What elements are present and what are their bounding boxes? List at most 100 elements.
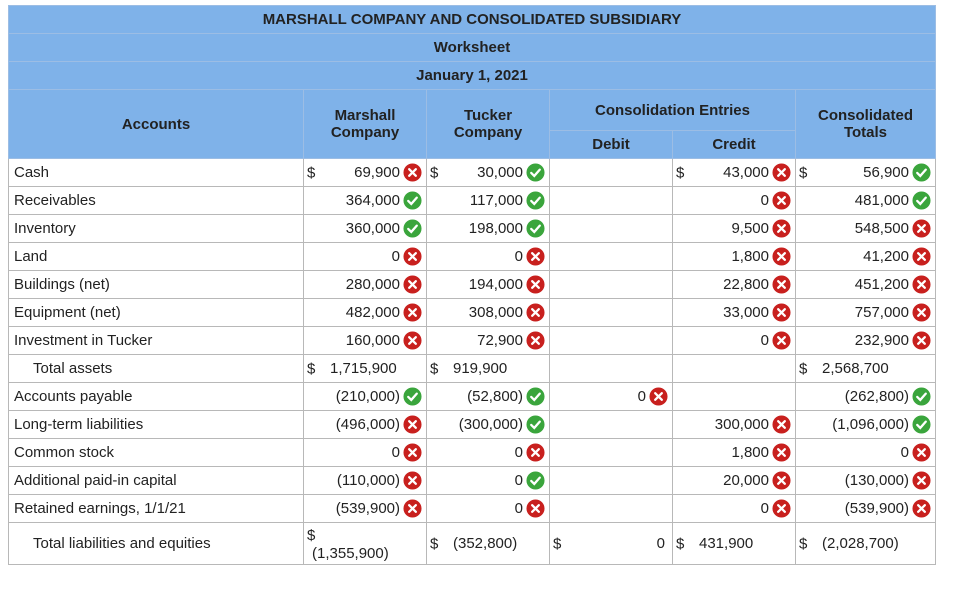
correct-icon	[403, 387, 422, 406]
cell-consolidated: 481,000	[795, 186, 936, 215]
amount: 548,500	[854, 220, 909, 237]
cell-content: 117,000	[427, 187, 549, 214]
currency: $	[430, 360, 439, 377]
amount: 0	[514, 472, 523, 489]
amount: (52,800)	[467, 388, 523, 405]
cell-content: (300,000)	[427, 411, 549, 438]
amount: 0	[391, 444, 400, 461]
cell-content: 0	[673, 187, 795, 214]
currency: $	[307, 360, 316, 377]
icon-glyph	[408, 448, 417, 457]
cell-content: (130,000)	[796, 467, 935, 494]
cell-tucker: 0	[426, 466, 550, 495]
amount: 56,900	[863, 164, 909, 181]
correct-icon	[912, 163, 931, 182]
cell-content: 1,800	[673, 439, 795, 466]
cell-content: 0	[304, 243, 426, 270]
incorrect-icon	[772, 163, 791, 182]
cell-content: 72,900	[427, 327, 549, 354]
cell-content: $43,000	[673, 159, 795, 186]
incorrect-icon	[912, 471, 931, 490]
icon-glyph	[531, 280, 540, 289]
row: Long-term liabilities (496,000) (300,000) 3…	[8, 410, 936, 439]
row: Investment in Tucker 160,000 72,900 0 232,90…	[8, 326, 936, 355]
icon-glyph	[408, 252, 417, 261]
row: Total assets $1,715,900 $919,900 $2,568,700	[8, 354, 936, 383]
col-marshall: Marshall Company	[303, 89, 427, 159]
icon-glyph	[917, 448, 926, 457]
incorrect-icon	[772, 443, 791, 462]
icon-glyph	[530, 168, 541, 178]
currency: $	[430, 164, 439, 181]
cell-consolidated: 757,000	[795, 298, 936, 327]
row: Inventory 360,000 198,000 9,500 548,500	[8, 214, 936, 243]
correct-icon	[912, 415, 931, 434]
correct-icon	[526, 415, 545, 434]
cell-tucker: 198,000	[426, 214, 550, 243]
correct-icon	[403, 191, 422, 210]
account: Cash	[8, 158, 304, 187]
cell-content: 0	[796, 439, 935, 466]
amount: 0	[514, 500, 523, 517]
incorrect-icon	[403, 499, 422, 518]
amount: (1,355,900)	[312, 545, 389, 562]
amount: 160,000	[345, 332, 400, 349]
currency: $	[553, 535, 562, 552]
cell-content: 482,000	[304, 299, 426, 326]
cell-marshall: 482,000	[303, 298, 427, 327]
currency: $	[799, 360, 808, 377]
amount: 0	[656, 535, 665, 552]
amount: 22,800	[723, 276, 769, 293]
correct-icon	[403, 219, 422, 238]
cell-debit	[549, 298, 673, 327]
icon-glyph	[917, 252, 926, 261]
incorrect-icon	[526, 247, 545, 266]
cell-marshall: 0	[303, 242, 427, 271]
cell-content: (539,900)	[796, 495, 935, 522]
icon-circle	[526, 191, 545, 210]
cell-content: 0	[304, 439, 426, 466]
cell-debit	[549, 158, 673, 187]
cell-consolidated: $2,568,700	[795, 354, 936, 383]
cell-content: 548,500	[796, 215, 935, 242]
cell-credit: 33,000	[672, 298, 796, 327]
row: Total liabilities and equities $ (1,355,90…	[8, 522, 936, 565]
amount: (262,800)	[844, 388, 909, 405]
icon-circle	[403, 387, 422, 406]
icon-glyph	[777, 504, 786, 513]
incorrect-icon	[772, 471, 791, 490]
amount: 69,900	[354, 164, 400, 181]
incorrect-icon	[912, 275, 931, 294]
cell-content: (262,800)	[796, 383, 935, 410]
cell-credit: 1,800	[672, 242, 796, 271]
cell-marshall: (210,000)	[303, 382, 427, 411]
icon-glyph	[777, 252, 786, 261]
cell-credit	[672, 382, 796, 411]
icon-glyph	[917, 224, 926, 233]
icon-glyph	[654, 392, 663, 401]
incorrect-icon	[403, 415, 422, 434]
icon-glyph	[408, 504, 417, 513]
amount: 43,000	[723, 164, 769, 181]
correct-icon	[526, 163, 545, 182]
icon-circle	[912, 163, 931, 182]
col-accounts: Accounts	[8, 89, 304, 159]
currency: $	[676, 164, 685, 181]
incorrect-icon	[403, 247, 422, 266]
incorrect-icon	[526, 443, 545, 462]
amount: 360,000	[345, 220, 400, 237]
cell-content: 194,000	[427, 271, 549, 298]
col-tucker: Tucker Company	[426, 89, 550, 159]
cell-content: (496,000)	[304, 411, 426, 438]
cell-content: 451,200	[796, 271, 935, 298]
icon-glyph	[530, 196, 541, 206]
cell-content: 0	[427, 243, 549, 270]
cell-credit: 9,500	[672, 214, 796, 243]
amount: 0	[760, 332, 769, 349]
row: Accounts payable (210,000) (52,800) 0 (262,8…	[8, 382, 936, 411]
col-consolidated: Consolidated Totals	[795, 89, 936, 159]
cell-content: $1,715,900	[304, 355, 426, 382]
cell-content: (539,900)	[304, 495, 426, 522]
amount: (110,000)	[336, 472, 400, 489]
incorrect-icon	[403, 163, 422, 182]
